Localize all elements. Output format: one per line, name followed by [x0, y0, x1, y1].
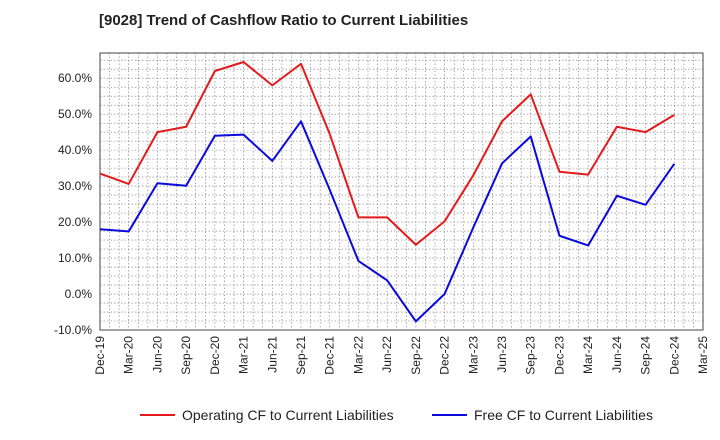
x-tick-label: Sep-21	[294, 336, 308, 375]
x-tick-label: Mar-23	[466, 336, 480, 374]
y-tick-label: 40.0%	[58, 143, 92, 157]
legend: Operating CF to Current Liabilities Free …	[140, 407, 653, 423]
x-tick-label: Mar-21	[237, 336, 251, 374]
y-tick-label: 10.0%	[58, 251, 92, 265]
y-tick-labels: -10.0% 0.0% 10.0% 20.0% 30.0% 40.0% 50.0% 60.0%	[54, 71, 92, 337]
y-tick-label: 50.0%	[58, 107, 92, 121]
series-layer	[99, 60, 676, 323]
legend-label: Operating CF to Current Liabilities	[182, 407, 394, 423]
x-tick-label: Sep-24	[639, 336, 653, 375]
series-line-2	[99, 120, 676, 323]
x-tick-label: Sep-23	[524, 336, 538, 375]
legend-item-1: Operating CF to Current Liabilities	[140, 407, 394, 423]
legend-item-2: Free CF to Current Liabilities	[432, 407, 653, 423]
grid-layer	[99, 53, 704, 331]
x-tick-label: Jun-22	[380, 336, 394, 373]
x-tick-label: Dec-24	[667, 336, 681, 375]
x-tick-label: Jun-23	[495, 336, 509, 373]
x-tick-label: Mar-22	[351, 336, 365, 374]
x-tick-label: Jun-24	[610, 336, 624, 373]
y-tick-label: 30.0%	[58, 179, 92, 193]
x-tick-label: Dec-21	[323, 336, 337, 375]
x-tick-label: Mar-25	[696, 336, 710, 374]
y-tick-label: 20.0%	[58, 215, 92, 229]
x-tick-label: Dec-19	[93, 336, 107, 375]
x-tick-label: Mar-20	[122, 336, 136, 374]
plot-frame	[99, 52, 704, 331]
series-line-1	[99, 60, 675, 246]
x-tick-label: Sep-20	[179, 336, 193, 375]
x-tick-label: Jun-21	[265, 336, 279, 373]
y-tick-label: 0.0%	[65, 287, 93, 301]
x-tick-labels: Dec-19 Mar-20 Jun-20 Sep-20 Dec-20 Mar-21 Jun-…	[93, 336, 710, 375]
x-tick-label: Sep-22	[409, 336, 423, 375]
x-tick-label: Mar-24	[581, 336, 595, 374]
y-tick-label: -10.0%	[54, 323, 92, 337]
y-tick-label: 60.0%	[58, 71, 92, 85]
x-tick-label: Dec-20	[208, 336, 222, 375]
x-tick-label: Jun-20	[150, 336, 164, 373]
x-tick-label: Dec-23	[552, 336, 566, 375]
x-tick-label: Dec-22	[438, 336, 452, 375]
chart-title: [9028] Trend of Cashflow Ratio to Curren…	[99, 12, 469, 29]
legend-label: Free CF to Current Liabilities	[474, 407, 653, 423]
